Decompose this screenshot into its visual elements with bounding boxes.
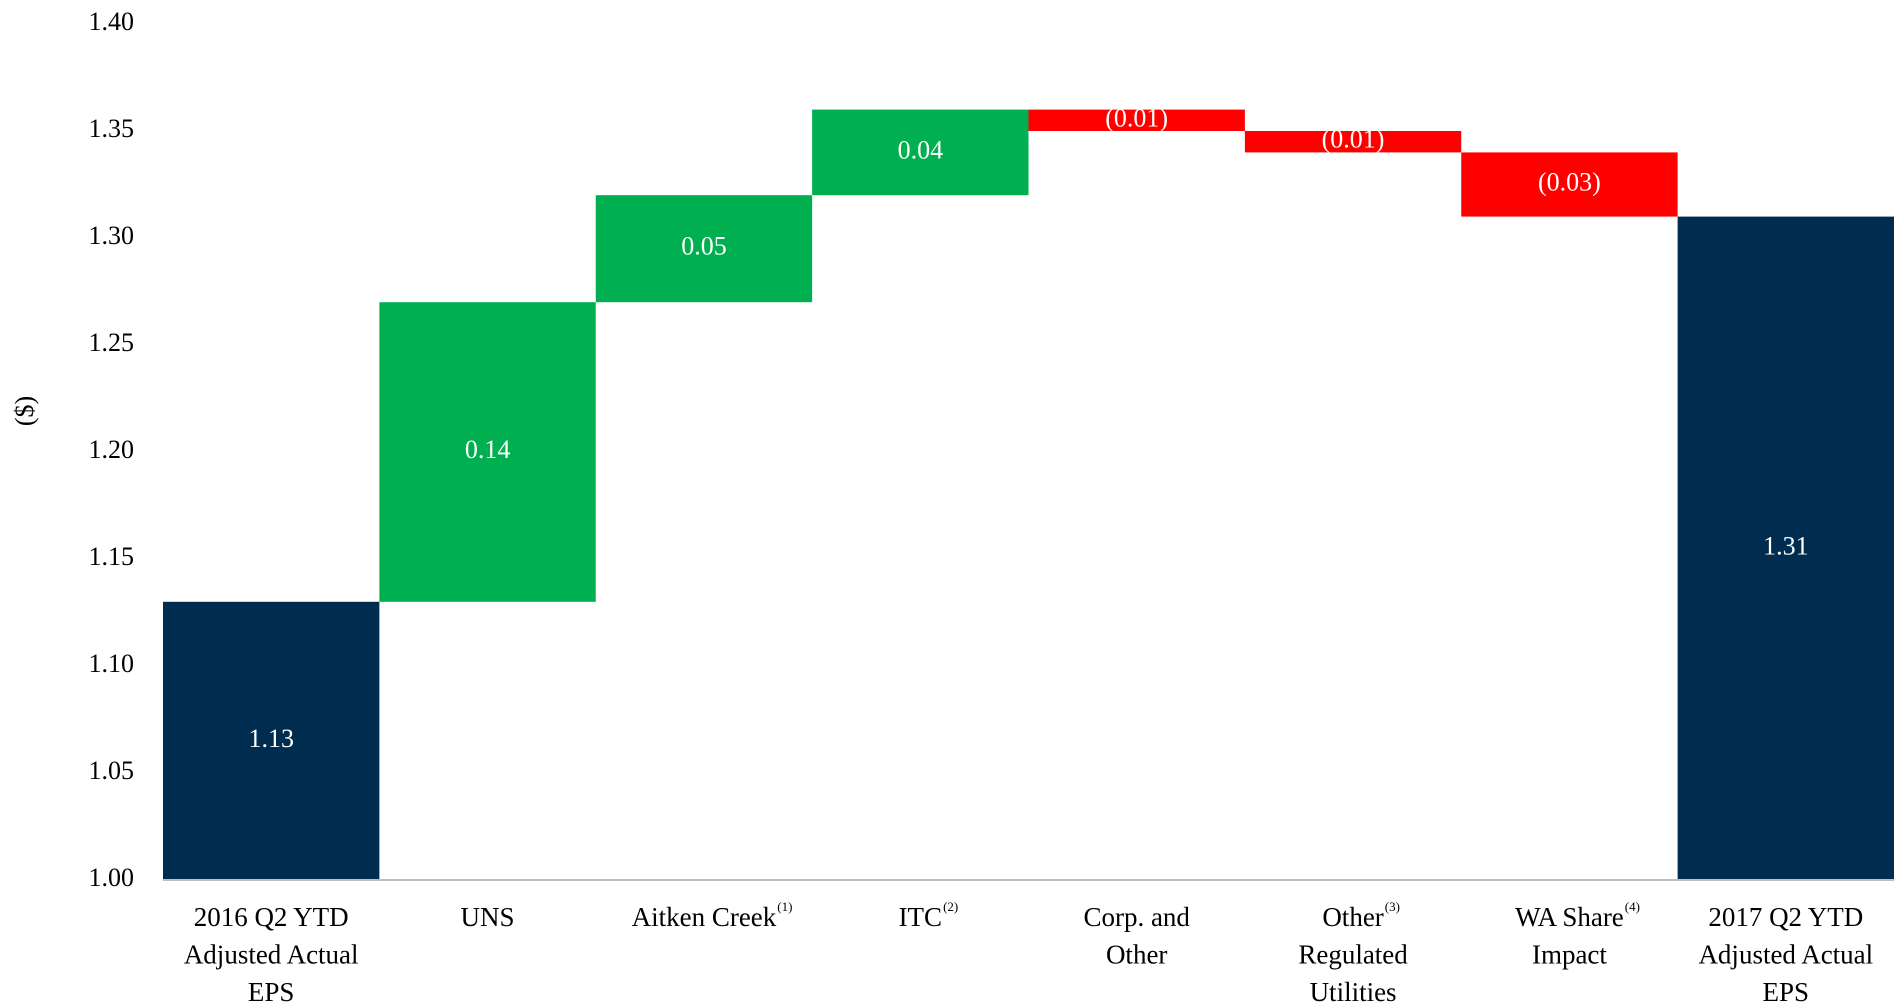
bar bbox=[1028, 109, 1245, 131]
y-tick-label: 1.00 bbox=[89, 863, 135, 892]
x-tick-label: UNS bbox=[461, 902, 515, 932]
category-note: (1) bbox=[777, 899, 792, 914]
bar bbox=[595, 195, 813, 303]
x-tick-label: Adjusted Actual bbox=[1698, 940, 1873, 970]
category-note: (3) bbox=[1385, 899, 1400, 914]
category-note: (2) bbox=[943, 899, 958, 914]
x-tick-label: 2016 Q2 YTD bbox=[194, 902, 349, 932]
bar bbox=[1677, 216, 1894, 881]
value-label: (0.01) bbox=[1105, 103, 1168, 132]
x-tick-label: Corp. and bbox=[1083, 902, 1190, 932]
y-tick-label: 1.35 bbox=[89, 114, 135, 143]
x-tick-label: Utilities bbox=[1310, 977, 1397, 1007]
x-tick-label: Aitken Creek bbox=[632, 902, 777, 932]
bar bbox=[1461, 152, 1678, 217]
bar bbox=[379, 302, 596, 602]
x-tick-label: Impact bbox=[1532, 940, 1607, 970]
value-label: 1.13 bbox=[248, 724, 294, 753]
x-tick-label: Other bbox=[1322, 902, 1383, 932]
x-tick-label: Other bbox=[1106, 940, 1167, 970]
x-tick-label: EPS bbox=[248, 977, 295, 1007]
category-note: (4) bbox=[1625, 899, 1640, 914]
value-label: (0.03) bbox=[1538, 167, 1601, 196]
value-label: (0.01) bbox=[1322, 125, 1385, 154]
y-tick-label: 1.05 bbox=[89, 756, 135, 785]
y-tick-label: 1.15 bbox=[89, 542, 135, 571]
value-label: 0.04 bbox=[898, 135, 944, 164]
y-axis-label: ($) bbox=[10, 396, 39, 426]
y-tick-label: 1.20 bbox=[89, 435, 135, 464]
y-tick-label: 1.40 bbox=[89, 7, 135, 36]
y-tick-label: 1.10 bbox=[89, 649, 135, 678]
value-label: 0.14 bbox=[465, 435, 511, 464]
value-label: 0.05 bbox=[681, 232, 727, 261]
bar bbox=[812, 109, 1029, 196]
x-tick-label: EPS bbox=[1763, 977, 1810, 1007]
x-tick-label: Regulated bbox=[1298, 940, 1408, 970]
x-tick-label: 2017 Q2 YTD bbox=[1708, 902, 1863, 932]
y-tick-label: 1.30 bbox=[89, 221, 135, 250]
bar bbox=[163, 601, 380, 880]
x-tick-label: WA Share bbox=[1515, 902, 1624, 932]
value-label: 1.31 bbox=[1763, 531, 1809, 560]
bar bbox=[1244, 131, 1462, 153]
y-tick-label: 1.25 bbox=[89, 328, 135, 357]
x-tick-label: ITC bbox=[899, 902, 943, 932]
x-tick-label: Adjusted Actual bbox=[184, 940, 359, 970]
